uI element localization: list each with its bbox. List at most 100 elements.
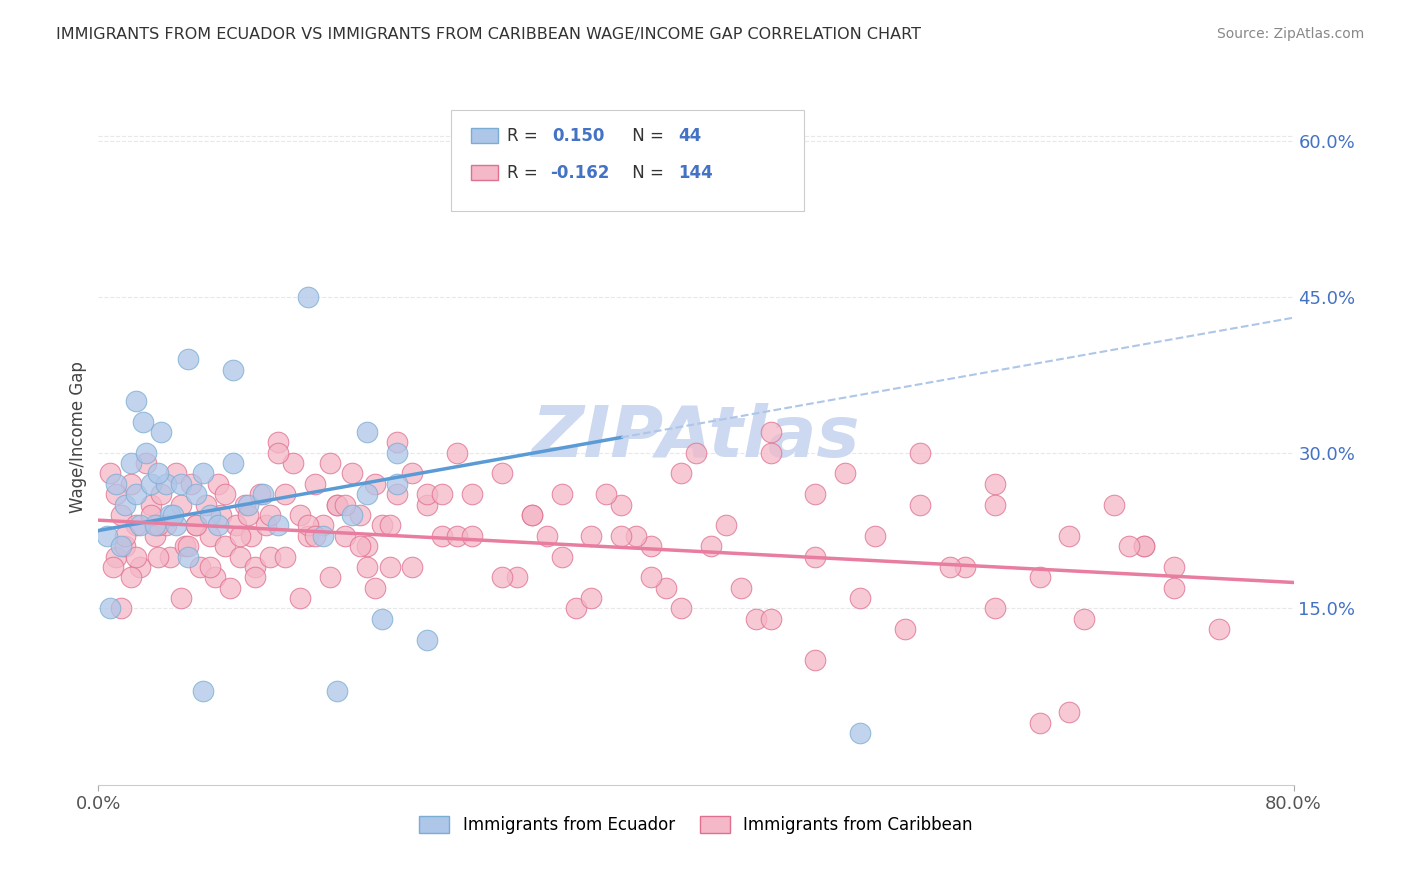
Point bbox=[148, 549, 170, 564]
Point bbox=[155, 476, 177, 491]
Text: R =: R = bbox=[508, 164, 543, 182]
Point bbox=[1163, 560, 1185, 574]
Point bbox=[169, 591, 191, 605]
Point bbox=[281, 456, 304, 470]
Point bbox=[297, 518, 319, 533]
Point bbox=[155, 518, 177, 533]
Point bbox=[446, 445, 468, 459]
Point bbox=[520, 508, 543, 522]
Point bbox=[849, 591, 872, 605]
Point bbox=[288, 508, 311, 522]
Point bbox=[110, 601, 132, 615]
Text: ZIPAtlas: ZIPAtlas bbox=[531, 402, 860, 472]
Point bbox=[865, 529, 887, 543]
Point bbox=[143, 529, 166, 543]
Point bbox=[135, 445, 157, 459]
Point bbox=[385, 445, 409, 459]
Point bbox=[506, 570, 529, 584]
Point bbox=[849, 726, 872, 740]
Point bbox=[520, 508, 543, 522]
Point bbox=[1073, 612, 1095, 626]
Point bbox=[669, 467, 692, 481]
Point bbox=[364, 581, 387, 595]
Point bbox=[333, 498, 356, 512]
Point bbox=[610, 498, 633, 512]
Point bbox=[259, 508, 281, 522]
Point bbox=[385, 435, 409, 450]
Point bbox=[297, 290, 319, 304]
Point bbox=[259, 549, 281, 564]
Point bbox=[416, 498, 439, 512]
Point bbox=[105, 476, 128, 491]
Point bbox=[378, 518, 401, 533]
Point bbox=[730, 581, 752, 595]
Point bbox=[209, 508, 232, 522]
Point bbox=[984, 476, 1007, 491]
Point bbox=[150, 487, 173, 501]
Point bbox=[595, 487, 617, 501]
Point bbox=[188, 560, 211, 574]
Point bbox=[804, 549, 827, 564]
Point bbox=[446, 529, 468, 543]
Point bbox=[1118, 539, 1140, 553]
Point bbox=[288, 591, 311, 605]
Point bbox=[1163, 581, 1185, 595]
Point bbox=[581, 165, 603, 179]
Point bbox=[371, 518, 394, 533]
Point bbox=[229, 529, 252, 543]
Point bbox=[207, 518, 229, 533]
Point bbox=[385, 487, 409, 501]
Point bbox=[430, 487, 453, 501]
Point bbox=[200, 529, 222, 543]
Point bbox=[233, 498, 256, 512]
Point bbox=[834, 467, 856, 481]
Point bbox=[100, 601, 122, 615]
Point bbox=[1104, 498, 1126, 512]
FancyBboxPatch shape bbox=[451, 110, 804, 211]
Point bbox=[311, 529, 333, 543]
Point bbox=[319, 456, 342, 470]
Point bbox=[700, 539, 723, 553]
Point bbox=[364, 476, 387, 491]
Point bbox=[174, 539, 197, 553]
Point bbox=[655, 581, 678, 595]
Point bbox=[139, 498, 162, 512]
Point bbox=[356, 539, 378, 553]
Y-axis label: Wage/Income Gap: Wage/Income Gap bbox=[69, 361, 87, 513]
Point bbox=[1059, 706, 1081, 720]
Point bbox=[184, 518, 207, 533]
Point bbox=[640, 539, 662, 553]
Point bbox=[139, 508, 162, 522]
Point bbox=[274, 549, 297, 564]
Point bbox=[953, 560, 976, 574]
FancyBboxPatch shape bbox=[471, 128, 498, 144]
Point bbox=[356, 560, 378, 574]
Point bbox=[236, 508, 259, 522]
Point bbox=[461, 487, 484, 501]
Point bbox=[1028, 570, 1050, 584]
Point bbox=[491, 467, 513, 481]
Point bbox=[1133, 539, 1156, 553]
Point bbox=[159, 508, 181, 522]
Point bbox=[759, 612, 782, 626]
Point bbox=[894, 622, 917, 636]
Point bbox=[135, 456, 157, 470]
Point bbox=[184, 518, 207, 533]
Point bbox=[125, 518, 148, 533]
Point bbox=[430, 529, 453, 543]
Text: Source: ZipAtlas.com: Source: ZipAtlas.com bbox=[1216, 27, 1364, 41]
Point bbox=[110, 539, 132, 553]
Point bbox=[461, 529, 484, 543]
Point bbox=[169, 498, 191, 512]
Point bbox=[685, 445, 707, 459]
Point bbox=[162, 508, 184, 522]
Point bbox=[254, 518, 277, 533]
Point bbox=[1133, 539, 1156, 553]
Point bbox=[204, 570, 226, 584]
Point bbox=[125, 393, 148, 408]
Point bbox=[105, 487, 128, 501]
Point bbox=[804, 487, 827, 501]
Point bbox=[180, 476, 202, 491]
Point bbox=[326, 498, 349, 512]
Text: -0.162: -0.162 bbox=[550, 164, 610, 182]
